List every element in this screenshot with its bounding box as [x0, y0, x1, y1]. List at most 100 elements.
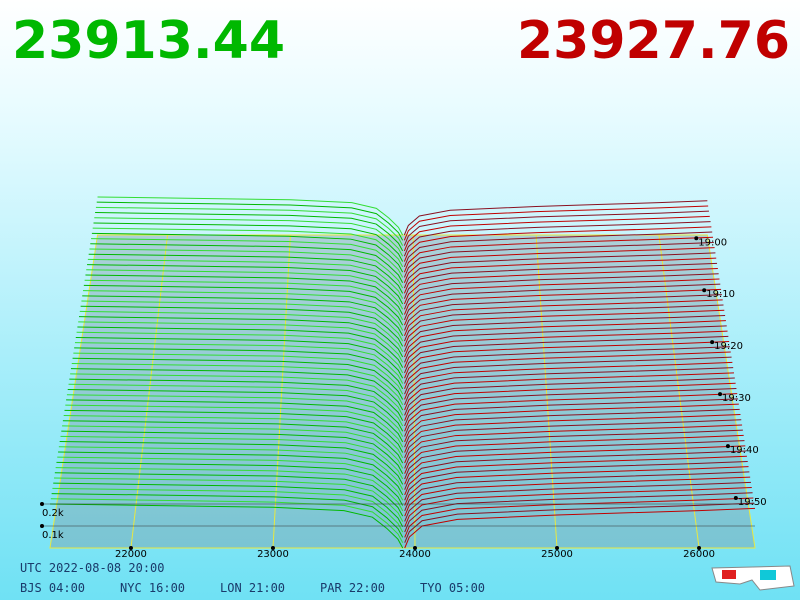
- bid-depth-line: [74, 347, 404, 390]
- bid-depth-line: [77, 326, 404, 368]
- ask-depth-line: [403, 231, 713, 268]
- y-tick-label: 0.1k: [42, 530, 64, 541]
- bid-depth-line: [91, 238, 404, 278]
- bid-depth-line: [96, 201, 404, 241]
- bid-depth-line: [75, 336, 404, 379]
- ask-depth-line: [404, 382, 736, 421]
- time-tick-label: 19:50: [738, 497, 767, 508]
- ask-depth-line: [404, 393, 738, 432]
- bid-depth-line: [49, 503, 404, 549]
- ask-depth-line: [404, 507, 756, 549]
- bid-depth-line: [55, 467, 404, 512]
- glasses-icon: [711, 565, 795, 591]
- tick-mark: [40, 502, 44, 506]
- bid-depth-line: [97, 196, 404, 236]
- ask-depth-line: [404, 403, 739, 443]
- ask-depth-line: [404, 367, 734, 405]
- zone-label: BJS 04:00: [20, 581, 85, 595]
- ask-depth-line: [403, 262, 718, 299]
- bid-depth-line: [68, 383, 404, 427]
- tick-mark: [40, 524, 44, 528]
- grid-line: [535, 234, 558, 549]
- bid-depth-line: [87, 264, 404, 305]
- bid-depth-line: [62, 420, 404, 464]
- bid-depth-line: [78, 321, 404, 363]
- ask-depth-line: [404, 387, 737, 427]
- ask-depth-line: [404, 351, 731, 390]
- ask-depth-line: [403, 215, 710, 252]
- ask-depth-line: [404, 429, 743, 469]
- bid-depth-line: [71, 362, 404, 406]
- bid-depth-line: [58, 451, 404, 496]
- tick-mark: [412, 546, 417, 550]
- ask-depth-line: [404, 361, 733, 400]
- ask-depth-line: [403, 221, 711, 257]
- bid-depth-line: [56, 461, 404, 506]
- ask-depth-line: [404, 455, 747, 496]
- bid-depth-line: [66, 399, 404, 443]
- bid-depth-line: [66, 394, 404, 437]
- ask-depth-line: [403, 247, 715, 283]
- ask-depth-line: [404, 335, 729, 374]
- bid-depth-line: [82, 295, 404, 337]
- ask-depth-line: [403, 200, 708, 236]
- ask-depth-line: [404, 288, 722, 326]
- bid-depth-line: [95, 206, 404, 246]
- zone-label: LON 21:00: [220, 581, 285, 595]
- bid-depth-line: [54, 472, 404, 517]
- ask-depth-line: [404, 372, 735, 411]
- bid-depth-line: [84, 279, 404, 321]
- bid-depth-line: [73, 352, 404, 395]
- bid-depth-line: [70, 368, 404, 411]
- bid-depth-line: [85, 274, 404, 315]
- bid-depth-line: [95, 212, 404, 252]
- bid-depth-line: [90, 243, 404, 283]
- x-tick-label: 25000: [541, 549, 573, 560]
- bid-depth-line: [72, 357, 404, 400]
- ask-depth-line: [404, 377, 735, 416]
- ask-depth-line: [404, 320, 726, 358]
- ask-depth-line: [404, 492, 753, 533]
- x-tick-label: 24000: [399, 549, 431, 560]
- utc-label: UTC 2022-08-08 20:00: [20, 561, 165, 575]
- bid-depth-line: [67, 389, 404, 432]
- bid-depth-line: [87, 258, 404, 299]
- ask-depth-line: [404, 314, 726, 352]
- ask-depth-line: [403, 205, 709, 241]
- grid-line: [272, 234, 291, 549]
- zone-label: NYC 16:00: [120, 581, 185, 595]
- tick-mark: [270, 546, 275, 550]
- bid-depth-line: [92, 227, 404, 268]
- time-tick: [710, 340, 715, 345]
- zone-label: TYO 05:00: [420, 581, 485, 595]
- ask-depth-line: [404, 460, 748, 501]
- ask-depth-line: [404, 497, 754, 538]
- bid-depth-line: [59, 441, 404, 485]
- bid-depth-line: [88, 253, 404, 294]
- bid-depth-line: [78, 316, 404, 358]
- ask-depth-line: [404, 466, 749, 506]
- time-tick-label: 19:20: [714, 341, 743, 352]
- y-tick-label: 0.2k: [42, 508, 64, 519]
- ask-depth-line: [404, 341, 730, 379]
- bid-depth-line: [64, 409, 404, 453]
- bid-depth-line: [91, 232, 404, 273]
- ask-depth-line: [404, 283, 721, 321]
- ask-depth-line: [404, 330, 728, 368]
- ask-depth-line: [403, 268, 718, 305]
- ask-depth-line: [404, 398, 739, 437]
- ask-depth-line: [403, 252, 716, 289]
- bid-depth-line: [76, 331, 404, 374]
- ask-depth-line: [404, 294, 722, 331]
- bid-depth-line: [69, 378, 404, 421]
- ask-depth-line: [404, 414, 741, 453]
- grid-line: [658, 234, 700, 549]
- ask-depth-line: [404, 304, 724, 342]
- time-tick: [733, 496, 738, 501]
- ask-depth-line: [403, 273, 719, 310]
- ask-depth-line: [404, 445, 746, 485]
- bid-depth-line: [93, 222, 404, 262]
- ask-depth-line: [404, 309, 725, 347]
